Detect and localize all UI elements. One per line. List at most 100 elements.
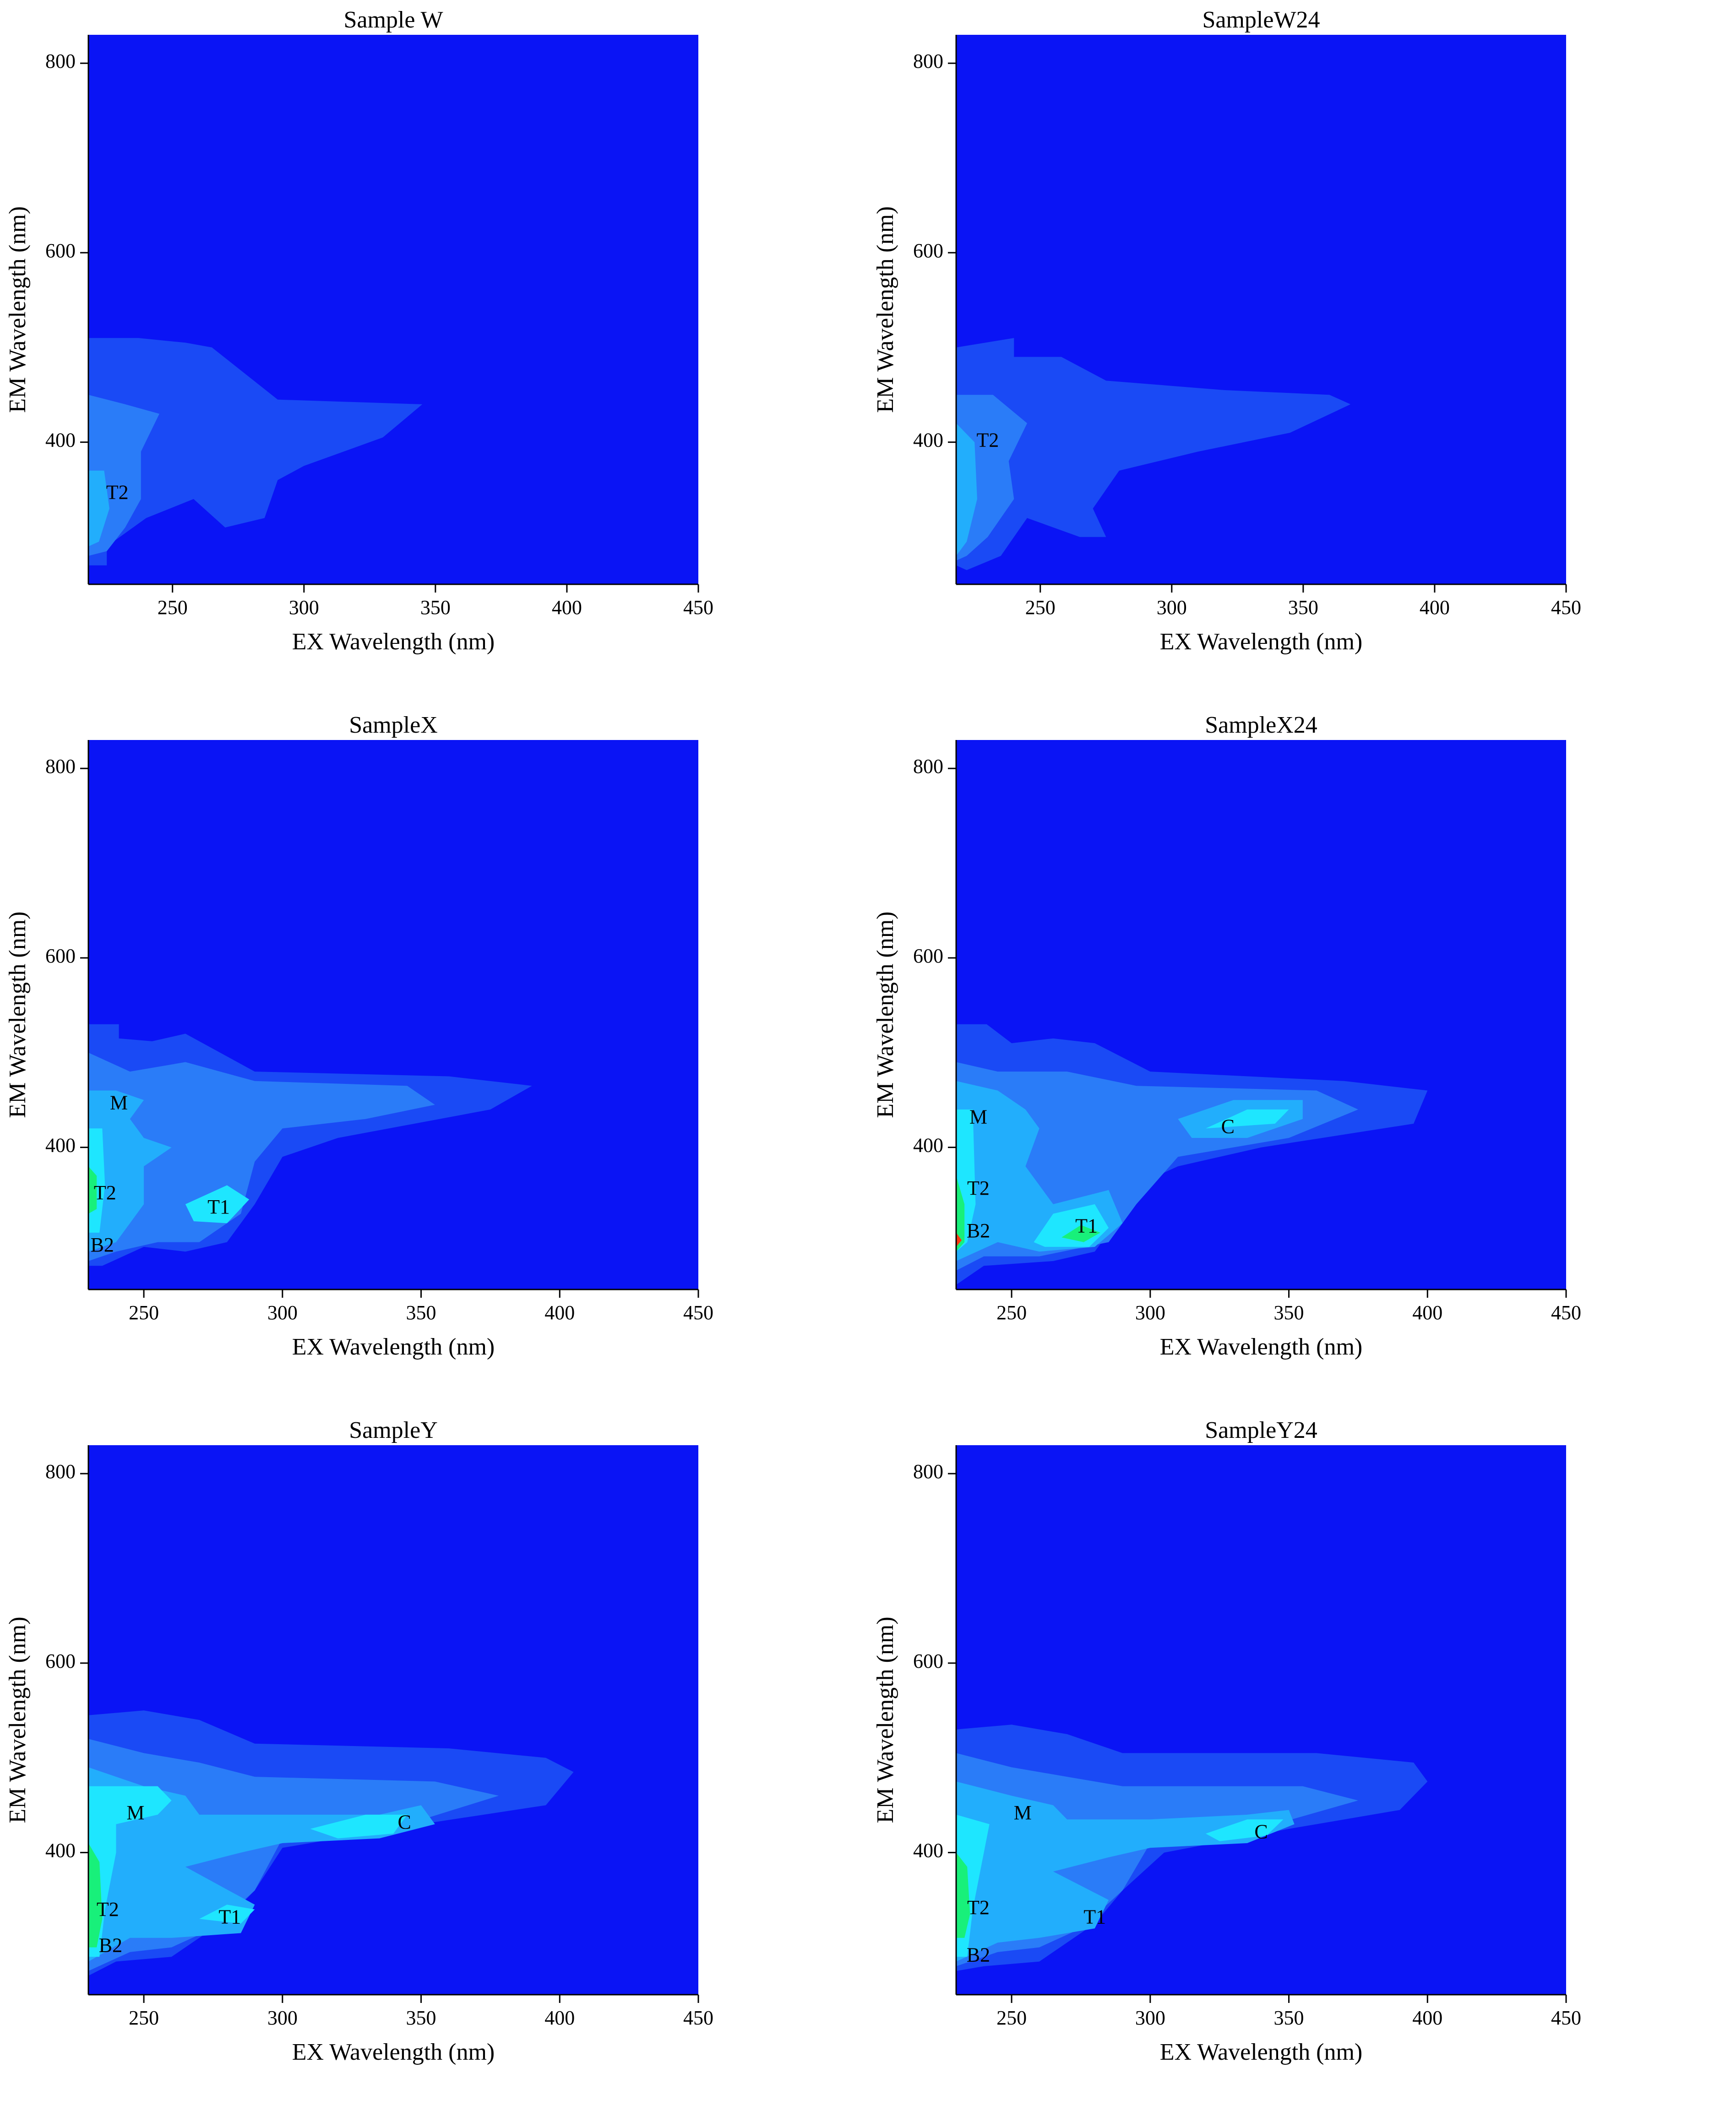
x-axis-label: EX Wavelength (nm) xyxy=(292,629,495,655)
y-axis-label: EM Wavelength (nm) xyxy=(872,911,898,1118)
contour-region xyxy=(956,423,977,556)
contour-region xyxy=(1061,1225,1100,1242)
x-tick-label: 450 xyxy=(1551,596,1581,619)
x-tick-label: 400 xyxy=(544,2007,575,2029)
contour-region xyxy=(185,1185,250,1224)
x-tick-label: 350 xyxy=(420,596,451,619)
y-tick-label: 600 xyxy=(45,239,76,262)
y-axis-label: EM Wavelength (nm) xyxy=(872,206,898,413)
y-tick-label: 800 xyxy=(45,50,76,72)
x-tick-label: 300 xyxy=(289,596,319,619)
peak-label: T2 xyxy=(106,481,129,504)
chart-title: SampleX24 xyxy=(1205,712,1317,738)
x-tick-label: 450 xyxy=(1551,2007,1581,2029)
panel: T2 250 300 350 400 450 400 600 800 SampleW24 EX Wa… xyxy=(872,7,1581,655)
contour-region xyxy=(88,1052,435,1261)
x-tick-label: 250 xyxy=(158,596,188,619)
y-axis-label: EM Wavelength (nm) xyxy=(5,1616,31,1823)
x-tick-label: 350 xyxy=(1274,1301,1304,1324)
y-tick-label: 400 xyxy=(913,429,943,452)
x-tick-label: 300 xyxy=(1135,1301,1165,1324)
peak-label: B2 xyxy=(967,1943,990,1966)
y-tick-label: 800 xyxy=(913,50,943,72)
peak-label: T2 xyxy=(94,1181,116,1204)
contour-region xyxy=(310,1814,408,1839)
contour-region xyxy=(88,470,109,547)
peak-label: C xyxy=(1221,1115,1235,1137)
x-axis-label: EX Wavelength (nm) xyxy=(292,2039,495,2065)
chart-title: SampleX xyxy=(349,712,438,738)
chart-title: SampleY24 xyxy=(1205,1417,1317,1443)
y-tick-label: 800 xyxy=(45,755,76,778)
peak-label: T1 xyxy=(1083,1906,1106,1928)
x-tick-label: 300 xyxy=(1157,596,1187,619)
peak-label: T1 xyxy=(218,1906,241,1928)
panel: M T2 B2 T1 C 250 300 350 400 450 400 600 800 SampleX2… xyxy=(872,712,1581,1360)
y-tick-label: 600 xyxy=(45,1650,76,1672)
contour-region xyxy=(88,1843,103,1948)
contour-region xyxy=(956,1781,1295,1962)
chart-title: SampleY xyxy=(349,1417,438,1443)
y-tick-label: 400 xyxy=(45,429,76,452)
y-tick-label: 600 xyxy=(913,945,943,967)
panel: T2 250 300 350 400 450 400 600 800 Sample W EX Wav… xyxy=(5,7,713,655)
peak-label: B2 xyxy=(99,1934,122,1957)
x-axis-label: EX Wavelength (nm) xyxy=(292,1334,495,1360)
peak-label: T1 xyxy=(1075,1215,1098,1237)
x-axis-label: EX Wavelength (nm) xyxy=(1160,1334,1363,1360)
contour-region xyxy=(88,1767,435,1962)
peak-label: T2 xyxy=(976,429,999,452)
y-tick-label: 600 xyxy=(913,1650,943,1672)
x-tick-label: 400 xyxy=(1420,596,1450,619)
y-axis-label: EM Wavelength (nm) xyxy=(5,206,31,413)
x-tick-label: 350 xyxy=(406,1301,436,1324)
y-tick-label: 800 xyxy=(913,1460,943,1483)
peak-label: M xyxy=(110,1092,128,1114)
y-tick-label: 400 xyxy=(45,1134,76,1157)
panel: M T2 B2 T1 C 250 300 350 400 450 400 600 800 SampleY2… xyxy=(872,1417,1581,2065)
contour-region xyxy=(199,1904,255,1924)
x-tick-label: 350 xyxy=(1274,2007,1304,2029)
x-tick-label: 400 xyxy=(1412,2007,1442,2029)
peak-label: C xyxy=(1254,1820,1268,1843)
x-tick-label: 450 xyxy=(683,2007,713,2029)
y-tick-label: 800 xyxy=(913,755,943,778)
peak-label: B2 xyxy=(967,1219,990,1242)
x-tick-label: 250 xyxy=(129,1301,159,1324)
y-tick-label: 400 xyxy=(913,1134,943,1157)
y-tick-label: 800 xyxy=(45,1460,76,1483)
x-axis-label: EX Wavelength (nm) xyxy=(1160,629,1363,655)
x-tick-label: 400 xyxy=(1412,1301,1442,1324)
contour-region xyxy=(956,1852,970,1938)
x-tick-label: 400 xyxy=(552,596,582,619)
contour-region xyxy=(88,1090,172,1252)
y-tick-label: 400 xyxy=(45,1839,76,1862)
x-tick-label: 400 xyxy=(544,1301,575,1324)
y-tick-label: 600 xyxy=(45,945,76,967)
x-tick-label: 350 xyxy=(406,2007,436,2029)
peak-label: T2 xyxy=(97,1898,119,1921)
x-tick-label: 450 xyxy=(683,1301,713,1324)
y-axis-label: EM Wavelength (nm) xyxy=(872,1616,898,1823)
x-tick-label: 450 xyxy=(1551,1301,1581,1324)
contour-region xyxy=(88,1786,172,1957)
peak-label: M xyxy=(969,1106,987,1128)
peak-label: M xyxy=(126,1801,144,1824)
panel: M T2 T1 B2 250 300 350 400 450 400 600 800 SampleX EX… xyxy=(5,712,713,1360)
contour-region xyxy=(956,1232,962,1247)
x-tick-label: 250 xyxy=(1025,596,1056,619)
x-tick-label: 350 xyxy=(1288,596,1318,619)
x-tick-label: 250 xyxy=(129,2007,159,2029)
contour-region xyxy=(956,338,1351,570)
panel: M T2 B2 T1 C 250 300 350 400 450 400 600 800 SampleY E… xyxy=(5,1417,713,2065)
x-tick-label: 300 xyxy=(267,2007,298,2029)
x-tick-label: 300 xyxy=(1135,2007,1165,2029)
contour-region xyxy=(88,338,423,566)
contour-region xyxy=(1205,1109,1289,1129)
contour-region xyxy=(956,395,1027,561)
chart-title: SampleW24 xyxy=(1202,7,1320,33)
peak-label: B2 xyxy=(91,1234,114,1256)
x-tick-label: 450 xyxy=(683,596,713,619)
chart-title: Sample W xyxy=(343,7,443,33)
